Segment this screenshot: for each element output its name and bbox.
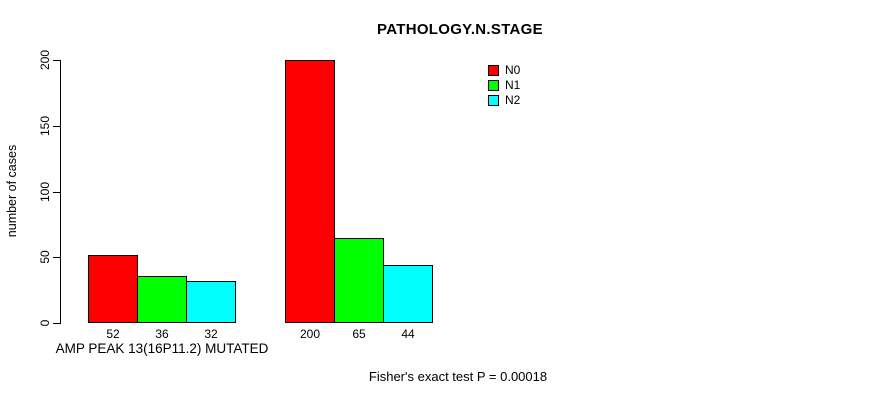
chart-title: PATHOLOGY.N.STAGE bbox=[377, 21, 543, 38]
legend: N0 N1 N2 bbox=[488, 63, 520, 108]
bar-n1-group2 bbox=[334, 237, 384, 323]
y-axis-label: number of cases bbox=[5, 144, 19, 238]
legend-entry-n1: N1 bbox=[488, 78, 520, 93]
y-axis-tick bbox=[53, 257, 60, 259]
bar-n2-group2 bbox=[383, 265, 433, 323]
legend-entry-n2: N2 bbox=[488, 93, 520, 108]
bar-n0-group1 bbox=[88, 254, 138, 323]
y-axis-tick-label: 200 bbox=[38, 49, 52, 71]
legend-swatch-n1 bbox=[488, 80, 499, 91]
y-axis-tick bbox=[53, 125, 60, 127]
y-axis-tick bbox=[53, 60, 60, 61]
y-axis-tick bbox=[53, 323, 60, 324]
x-axis-group-label: AMP PEAK 13(16P11.2) MUTATED bbox=[55, 341, 269, 356]
bar-value-label: 65 bbox=[352, 327, 366, 341]
bar-n2-group1 bbox=[186, 280, 236, 323]
y-axis-tick-label: 100 bbox=[38, 181, 52, 202]
legend-entry-label: N0 bbox=[505, 63, 521, 77]
legend-entry-label: N1 bbox=[505, 78, 521, 92]
legend-entry-label: N2 bbox=[505, 93, 521, 107]
y-axis-tick bbox=[53, 191, 60, 193]
bar-value-label: 36 bbox=[155, 327, 169, 341]
legend-swatch-n2 bbox=[488, 95, 499, 106]
legend-swatch-n0 bbox=[488, 65, 499, 76]
legend-entry-n0: N0 bbox=[488, 63, 520, 78]
bar-value-label: 32 bbox=[204, 327, 218, 341]
bar-value-label: 44 bbox=[401, 327, 415, 341]
bar-value-label: 200 bbox=[299, 327, 321, 341]
bar-n1-group1 bbox=[137, 275, 187, 323]
y-axis-tick-label: 50 bbox=[38, 250, 52, 264]
bar-value-label: 52 bbox=[106, 327, 120, 341]
bar-n0-group2 bbox=[285, 60, 335, 323]
fisher-test-annotation: Fisher's exact test P = 0.00018 bbox=[368, 369, 548, 384]
y-axis-line bbox=[60, 60, 61, 324]
y-axis-tick-label: 0 bbox=[38, 319, 52, 327]
y-axis-tick-label: 150 bbox=[38, 115, 52, 136]
